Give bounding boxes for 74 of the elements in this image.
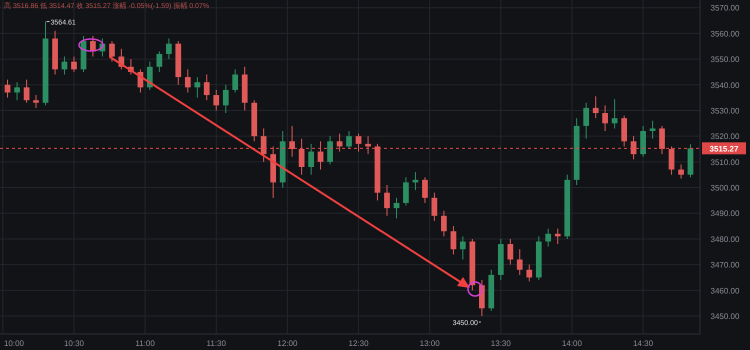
candlestick	[403, 176, 409, 206]
candlestick	[384, 184, 390, 216]
candlestick	[412, 172, 418, 191]
x-tick-label: 12:30	[348, 339, 370, 348]
y-tick-label: 3510.00	[710, 158, 740, 167]
x-tick-label: 11:00	[135, 339, 156, 348]
ref-line-label: 3515.27	[710, 144, 740, 154]
candlestick	[204, 74, 210, 101]
candlestick	[394, 197, 400, 219]
y-tick-label: 3540.00	[710, 80, 740, 90]
candlestick	[318, 140, 324, 170]
candlestick	[289, 125, 295, 158]
y-tick-label: 3460.00	[710, 286, 740, 296]
candlestick	[346, 130, 352, 150]
x-tick-label: 12:00	[277, 339, 298, 348]
candlestick	[422, 176, 428, 204]
candlestick	[659, 125, 665, 155]
candlestick	[194, 76, 200, 98]
candlestick	[356, 133, 362, 152]
candlestick	[612, 98, 618, 129]
y-tick-label: 3490.00	[710, 209, 740, 218]
candlestick	[678, 164, 684, 180]
candlestick	[308, 143, 314, 176]
y-tick-label: 3570.00	[710, 4, 740, 13]
x-tick-label: 13:30	[490, 339, 512, 348]
candlestick	[602, 104, 608, 132]
candlestick	[526, 264, 532, 282]
candlestick	[336, 133, 342, 152]
candlestick	[554, 228, 561, 245]
y-tick-label: 3480.00	[710, 234, 740, 244]
candlestick	[441, 210, 447, 237]
candlestick	[260, 128, 266, 162]
candlestick	[4, 79, 10, 98]
candlestick	[327, 136, 333, 165]
y-tick-label: 3500.00	[710, 184, 740, 193]
y-tick-label: 3520.00	[710, 132, 740, 142]
candlestick	[109, 40, 115, 62]
candlestick	[545, 228, 552, 248]
candlestick	[507, 238, 514, 266]
candlestick	[621, 115, 628, 147]
y-tick-label: 3450.00	[710, 312, 740, 322]
y-tick-label: 3550.00	[710, 55, 740, 64]
y-tick-label: 3470.00	[710, 260, 740, 270]
candlestick	[516, 248, 523, 276]
x-tick-label: 14:00	[562, 339, 583, 348]
candlestick	[14, 82, 20, 101]
y-tick-label: 3560.00	[710, 29, 740, 38]
candlestick	[222, 84, 229, 114]
candlestick	[592, 96, 599, 119]
x-tick-label: 11:30	[206, 339, 227, 348]
candlestick	[232, 68, 238, 93]
candlestick	[630, 136, 636, 160]
candlestick	[24, 79, 30, 104]
x-tick-label: 13:00	[420, 339, 440, 348]
candlestick	[298, 138, 304, 176]
candlestick	[365, 136, 371, 155]
candlestick	[640, 125, 646, 158]
candlestick	[71, 56, 77, 72]
x-tick-label: 14:30	[633, 339, 654, 348]
candlestick	[62, 56, 68, 76]
candlestick	[650, 120, 656, 140]
candlestick	[166, 38, 172, 60]
candlestick	[156, 50, 162, 72]
candlestick	[184, 68, 191, 93]
candlestick	[668, 146, 674, 176]
candlestick	[432, 192, 438, 222]
candlestick	[213, 89, 220, 111]
x-tick-label: 10:00	[4, 339, 25, 348]
candlestick	[460, 236, 466, 260]
y-tick-label: 3530.00	[710, 106, 740, 116]
candlestick	[33, 94, 39, 108]
x-tick-label: 10:30	[64, 339, 85, 348]
candlestick	[450, 226, 456, 255]
candlestick	[583, 102, 590, 140]
